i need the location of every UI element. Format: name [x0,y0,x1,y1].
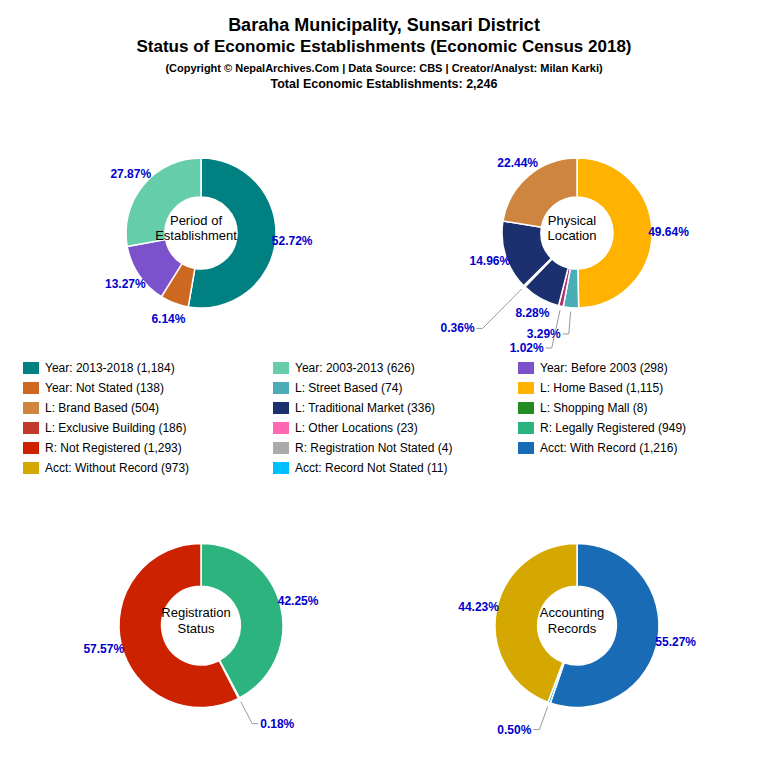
svg-text:57.57%: 57.57% [83,642,124,656]
html-text:Acct: With Record (1,216): Acct: With Record (1,216) [540,441,678,455]
svg-text:49.64%: 49.64% [648,225,689,239]
svg-text:27.87%: 27.87% [110,167,151,181]
html-text:Year: 2003-2013 (626): Year: 2003-2013 (626) [295,361,415,375]
html-text:R: Not Registered (1,293): R: Not Registered (1,293) [45,441,182,455]
svg-text:0.50%: 0.50% [497,723,531,737]
svg-text:8.28%: 8.28% [515,306,549,320]
html-text:Year: Before 2003 (298): Year: Before 2003 (298) [540,361,668,375]
svg-text:52.72%: 52.72% [272,234,313,248]
html-text:Total Economic Establishments:: Total Economic Establishments: 2,246 [270,77,498,91]
svg-text:22.44%: 22.44% [497,156,538,170]
svg-text:13.27%: 13.27% [105,277,146,291]
html-text:Acct: Without Record (973): Acct: Without Record (973) [45,461,190,475]
svg-text:14.96%: 14.96% [469,254,510,268]
svg-text:3.29%: 3.29% [526,326,561,341]
html-text:L: Other Locations (23): L: Other Locations (23) [295,421,418,435]
svg-text:6.14%: 6.14% [151,312,185,326]
svg-text:AccountingRecords: AccountingRecords [540,605,604,636]
html-text:R: Legally Registered (949): R: Legally Registered (949) [540,421,687,435]
html-text:L: Street Based (74): L: Street Based (74) [295,381,403,395]
html-text:R: Registration Not Stated (4): R: Registration Not Stated (4) [295,441,453,455]
svg-text:0.36%: 0.36% [441,321,475,335]
html-text:Baraha Municipality, Sunsari D: Baraha Municipality, Sunsari District [228,15,540,35]
html-text:Year: Not Stated (138): Year: Not Stated (138) [45,381,164,395]
html-text:L: Home Based (1,115): L: Home Based (1,115) [540,381,664,395]
svg-text:44.23%: 44.23% [458,600,499,614]
svg-text:55.27%: 55.27% [655,635,696,649]
html-text:Status of Economic Establishme: Status of Economic Establishments (Econo… [136,37,632,56]
svg-text:1.02%: 1.02% [510,341,544,353]
svg-text:RegistrationStatus: RegistrationStatus [161,605,230,636]
html-text:L: Brand Based (504): L: Brand Based (504) [45,401,160,415]
html-text:L: Exclusive Building (186): L: Exclusive Building (186) [45,421,187,435]
svg-text:Period ofEstablishment: Period ofEstablishment [155,213,237,244]
svg-text:0.18%: 0.18% [260,717,294,731]
html-text:Year: 2013-2018 (1,184): Year: 2013-2018 (1,184) [45,361,175,375]
html-text:L: Shopping Mall (8): L: Shopping Mall (8) [540,401,648,415]
svg-text:PhysicalLocation: PhysicalLocation [547,213,596,244]
svg-text:42.25%: 42.25% [278,594,319,608]
html-text:Acct: Record Not Stated (11): Acct: Record Not Stated (11) [295,461,448,475]
html-text:(Copyright © NepalArchives.Com: (Copyright © NepalArchives.Com | Data So… [165,62,603,74]
html-text:L: Traditional Market (336): L: Traditional Market (336) [295,401,436,415]
